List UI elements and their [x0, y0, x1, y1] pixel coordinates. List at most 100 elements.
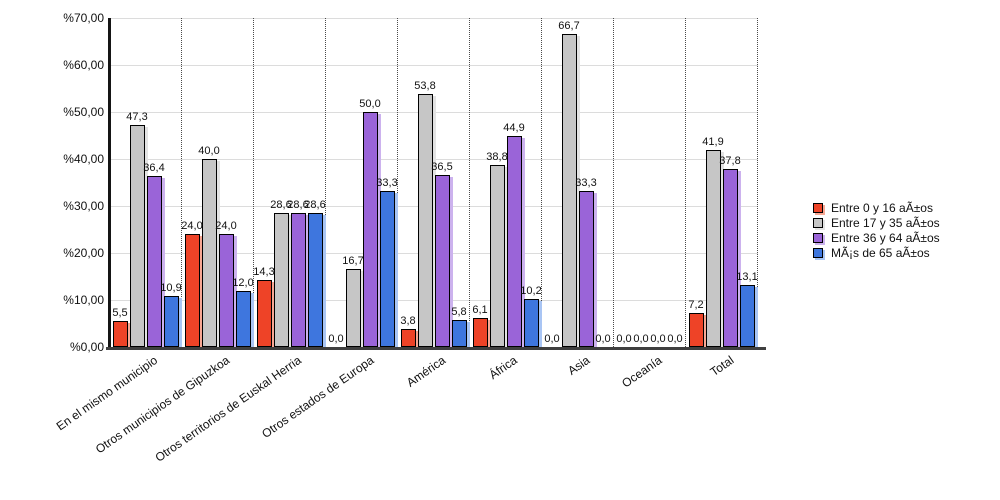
bar-column: 0,0 — [650, 18, 666, 347]
bar-value-label: 66,7 — [558, 19, 580, 32]
bar-value-label: 6,1 — [472, 304, 488, 317]
bar — [705, 150, 721, 347]
y-tick-label: %50,00 — [63, 105, 104, 119]
bar — [451, 319, 467, 347]
bar-value-label: 37,8 — [719, 155, 741, 168]
gridline — [110, 159, 758, 160]
legend-swatch — [813, 233, 823, 243]
category-group: 14,3 28,6 28,6 28,6 — [253, 18, 326, 347]
bar-column: 36,5 — [431, 18, 453, 347]
y-tick-label: %20,00 — [63, 246, 104, 260]
category-group: 7,2 41,9 37,8 13,1 — [686, 18, 758, 347]
bar — [434, 175, 450, 347]
bar-column: 24,0 — [215, 18, 237, 347]
legend-label: Entre 0 y 16 aÃ±os — [831, 201, 933, 215]
bar-value-label: 38,8 — [486, 150, 508, 163]
bar-column: 66,7 — [558, 18, 580, 347]
bar-value-label: 0,0 — [328, 333, 344, 345]
y-tick-label: %30,00 — [63, 199, 104, 213]
bar-column: 0,0 — [595, 18, 611, 347]
bar-value-label: 10,9 — [160, 281, 182, 294]
legend-item: Entre 17 y 35 aÃ±os — [813, 217, 940, 229]
bar-value-label: 12,0 — [232, 276, 254, 289]
bar — [129, 124, 145, 347]
x-category-label: Otros municipios de Gipuzkoa — [92, 353, 233, 457]
bar-column: 47,3 — [126, 18, 148, 347]
category-group: 0,0 66,7 33,3 0,0 — [542, 18, 614, 347]
bar — [345, 268, 361, 347]
x-category-label: Asia — [564, 353, 593, 378]
bar-value-label: 0,0 — [544, 333, 560, 345]
legend-item: MÃ¡s de 65 aÃ±os — [813, 247, 940, 259]
bar-column: 24,0 — [181, 18, 203, 347]
bar-column: 10,9 — [160, 18, 182, 347]
x-category-label: Total — [707, 353, 737, 380]
bar-value-label: 24,0 — [215, 220, 237, 233]
category-group: 3,8 53,8 36,5 5,8 — [398, 18, 470, 347]
bar-value-label: 36,5 — [431, 161, 453, 174]
legend-label: Entre 36 y 64 aÃ±os — [831, 231, 940, 245]
legend-label: Entre 17 y 35 aÃ±os — [831, 216, 940, 230]
bar-column: 44,9 — [503, 18, 525, 347]
legend-swatch — [813, 203, 823, 213]
bar — [523, 299, 539, 347]
bar-column: 28,6 — [287, 18, 309, 347]
bar-value-label: 24,0 — [181, 220, 203, 233]
legend: Entre 0 y 16 aÃ±os Entre 17 y 35 aÃ±os Ent… — [813, 202, 940, 259]
gridline — [110, 112, 758, 113]
category-group: 0,0 0,0 0,0 0,0 — [614, 18, 686, 347]
bar — [472, 318, 488, 347]
bar-value-label: 0,0 — [616, 333, 632, 345]
bar-value-label: 28,6 — [270, 198, 292, 211]
bar-value-label: 33,3 — [376, 176, 398, 189]
bar-column: 33,3 — [575, 18, 597, 347]
bar — [256, 279, 272, 347]
bar-column: 10,2 — [520, 18, 542, 347]
bar — [417, 94, 433, 347]
bar-value-label: 40,0 — [198, 145, 220, 158]
bar-groups: 5,5 47,3 36,4 10,9 24,0 40,0 24,0 12,0 14,3 28,6 2… — [110, 18, 758, 347]
bar — [722, 169, 738, 347]
bar-value-label: 0,0 — [595, 333, 611, 345]
category-group: 0,0 16,7 50,0 33,3 — [326, 18, 398, 347]
bar — [307, 212, 323, 347]
bar-value-label: 14,3 — [253, 265, 275, 278]
gridline — [110, 253, 758, 254]
bar — [235, 290, 251, 347]
y-tick-label: %10,00 — [63, 293, 104, 307]
bar-column: 0,0 — [544, 18, 560, 347]
bar-value-label: 0,0 — [667, 333, 683, 345]
bar-column: 5,8 — [451, 18, 467, 347]
bar — [506, 135, 522, 347]
bar-value-label: 33,3 — [575, 176, 597, 189]
bar-value-label: 28,6 — [287, 198, 309, 211]
gridline — [110, 18, 758, 19]
y-tick-label: %70,00 — [63, 11, 104, 25]
gridline — [110, 300, 758, 301]
bar-value-label: 28,6 — [304, 198, 326, 211]
bar — [362, 112, 378, 347]
category-group: 24,0 40,0 24,0 12,0 — [181, 18, 254, 347]
bar — [379, 190, 395, 347]
legend-swatch — [813, 248, 823, 258]
legend-item: Entre 36 y 64 aÃ±os — [813, 232, 940, 244]
bar-column: 50,0 — [359, 18, 381, 347]
bar-column: 37,8 — [719, 18, 741, 347]
category-group: 5,5 47,3 36,4 10,9 — [110, 18, 182, 347]
bar-column: 7,2 — [688, 18, 704, 347]
bar-column: 0,0 — [633, 18, 648, 347]
x-category-label: América — [403, 353, 449, 390]
bar-value-label: 53,8 — [414, 80, 436, 93]
bar-column: 0,0 — [328, 18, 344, 347]
bar-column: 41,9 — [702, 18, 724, 347]
bar-value-label: 5,8 — [451, 305, 467, 318]
x-category-label: Oceanía — [618, 353, 665, 391]
bar-column: 14,3 — [253, 18, 275, 347]
category-group: 6,1 38,8 44,9 10,2 — [470, 18, 542, 347]
bar-column: 53,8 — [414, 18, 436, 347]
bar — [112, 321, 128, 347]
bar-value-label: 0,0 — [650, 333, 666, 345]
bar-value-label: 16,7 — [342, 254, 364, 267]
bar-column: 5,5 — [112, 18, 128, 347]
bar-column: 16,7 — [342, 18, 364, 347]
